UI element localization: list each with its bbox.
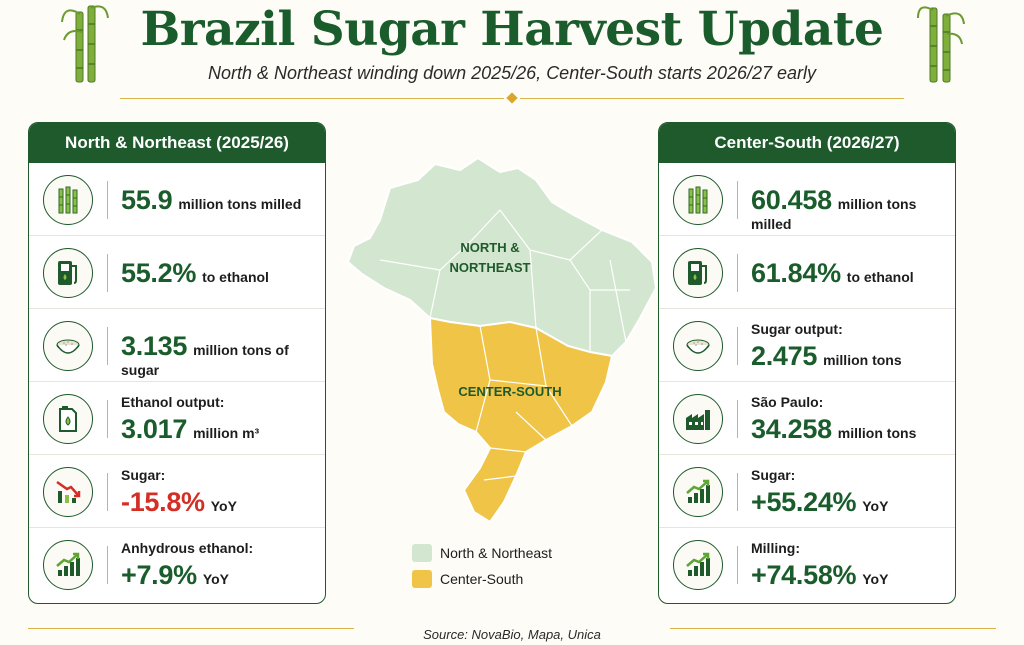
footer-divider: [28, 628, 354, 629]
stat-value: -15.8%: [121, 487, 205, 517]
chart-up-icon: [56, 552, 80, 576]
map-label-north-2: NORTHEAST: [450, 260, 531, 275]
panel-title: North & Northeast (2025/26): [29, 123, 325, 163]
sugarcane-icon: [688, 186, 708, 214]
stat-value: 3.135: [121, 331, 188, 361]
header: Brazil Sugar Harvest Update North & Nort…: [0, 0, 1024, 110]
legend-item: Center-South: [412, 568, 552, 594]
sugar-bowl-icon: [686, 339, 710, 354]
chart-up-icon: [686, 479, 710, 503]
stat-row: Sugar output: 2.475 million tons: [659, 309, 955, 382]
stat-label: Milling:: [751, 540, 800, 556]
stat-row: Anhydrous ethanol: +7.9% YoY: [29, 528, 325, 601]
legend-swatch: [412, 544, 432, 562]
stat-value: 2.475: [751, 341, 818, 371]
stat-unit: million tons milled: [751, 196, 917, 232]
stat-unit: to ethanol: [202, 269, 269, 285]
stat-row: 3.135 million tons of sugar: [29, 309, 325, 382]
stat-label: Anhydrous ethanol:: [121, 540, 254, 556]
stat-unit: million tons milled: [178, 196, 302, 212]
stat-label: Sugar output:: [751, 321, 843, 337]
source-note: Source: NovaBio, Mapa, Unica: [423, 627, 601, 642]
stat-value: +74.58%: [751, 560, 857, 590]
footer-divider: [670, 628, 996, 629]
divider: [120, 98, 504, 99]
stat-unit: YoY: [862, 571, 889, 587]
legend-swatch: [412, 570, 432, 588]
map-legend: North & Northeast Center-South: [412, 542, 552, 594]
stat-unit: million m³: [193, 425, 260, 441]
stat-value: +55.24%: [751, 487, 857, 517]
brazil-map-svg: NORTH & NORTHEAST CENTER-SOUTH: [346, 156, 658, 524]
page-subtitle: North & Northeast winding down 2025/26, …: [207, 63, 817, 83]
sugar-bowl-icon: [56, 339, 80, 354]
map-label-north-1: NORTH &: [460, 240, 519, 255]
stat-row: Sugar: +55.24% YoY: [659, 455, 955, 528]
stat-value: 34.258: [751, 414, 832, 444]
stat-label: Sugar:: [751, 467, 796, 483]
center-south-panel: Center-South (2026/27) 60.458 million ton…: [658, 122, 956, 604]
fuel-pump-icon: [58, 261, 77, 285]
ethanol-can-icon: [59, 406, 77, 432]
stat-value: 60.458: [751, 185, 832, 215]
divider-diamond: [506, 92, 518, 104]
stat-row: Ethanol output: 3.017 million m³: [29, 382, 325, 455]
page-title: Brazil Sugar Harvest Update: [140, 2, 884, 57]
stat-label: Sugar:: [121, 467, 166, 483]
panel-title: Center-South (2026/27): [659, 123, 955, 163]
sugarcane-icon: [917, 6, 965, 83]
stat-value: 61.84%: [751, 258, 841, 288]
map-label-south: CENTER-SOUTH: [458, 384, 561, 399]
stat-row: São Paulo: 34.258 million tons: [659, 382, 955, 455]
stat-unit: YoY: [210, 498, 237, 514]
stat-value: +7.9%: [121, 560, 197, 590]
brazil-map: NORTH & NORTHEAST CENTER-SOUTH: [340, 150, 660, 530]
sugarcane-icon: [58, 186, 78, 214]
stat-row: Milling: +74.58% YoY: [659, 528, 955, 601]
chart-down-icon: [56, 480, 81, 503]
factory-icon: [686, 410, 710, 430]
stat-row: 55.9 million tons milled: [29, 163, 325, 236]
fuel-pump-icon: [688, 261, 707, 285]
map-region-north-northeast: [346, 156, 658, 358]
stat-unit: million tons of sugar: [121, 342, 289, 378]
stat-unit: million tons: [823, 352, 902, 368]
stat-unit: YoY: [202, 571, 230, 587]
stat-row: 55.2% to ethanol: [29, 236, 325, 309]
stat-unit: to ethanol: [846, 269, 914, 285]
legend-label: North & Northeast: [440, 545, 553, 561]
stat-value: 3.017: [121, 414, 188, 444]
stat-unit: YoY: [862, 498, 889, 514]
chart-up-icon: [686, 552, 710, 576]
divider: [520, 98, 904, 99]
stat-label: São Paulo:: [751, 394, 824, 410]
legend-label: Center-South: [440, 571, 524, 587]
stat-label: Ethanol output:: [121, 394, 225, 410]
stat-row: 60.458 million tons milled: [659, 163, 955, 236]
stat-value: 55.9: [121, 185, 173, 215]
map-region-center-south: [428, 316, 614, 524]
stat-value: 55.2%: [121, 258, 197, 288]
north-northeast-panel: North & Northeast (2025/26) 55.9 million …: [28, 122, 326, 604]
sugarcane-icon: [61, 5, 109, 83]
stat-row: 61.84% to ethanol: [659, 236, 955, 309]
stat-row: Sugar: -15.8% YoY: [29, 455, 325, 528]
legend-item: North & Northeast: [412, 542, 552, 568]
stat-unit: million tons: [837, 425, 917, 441]
